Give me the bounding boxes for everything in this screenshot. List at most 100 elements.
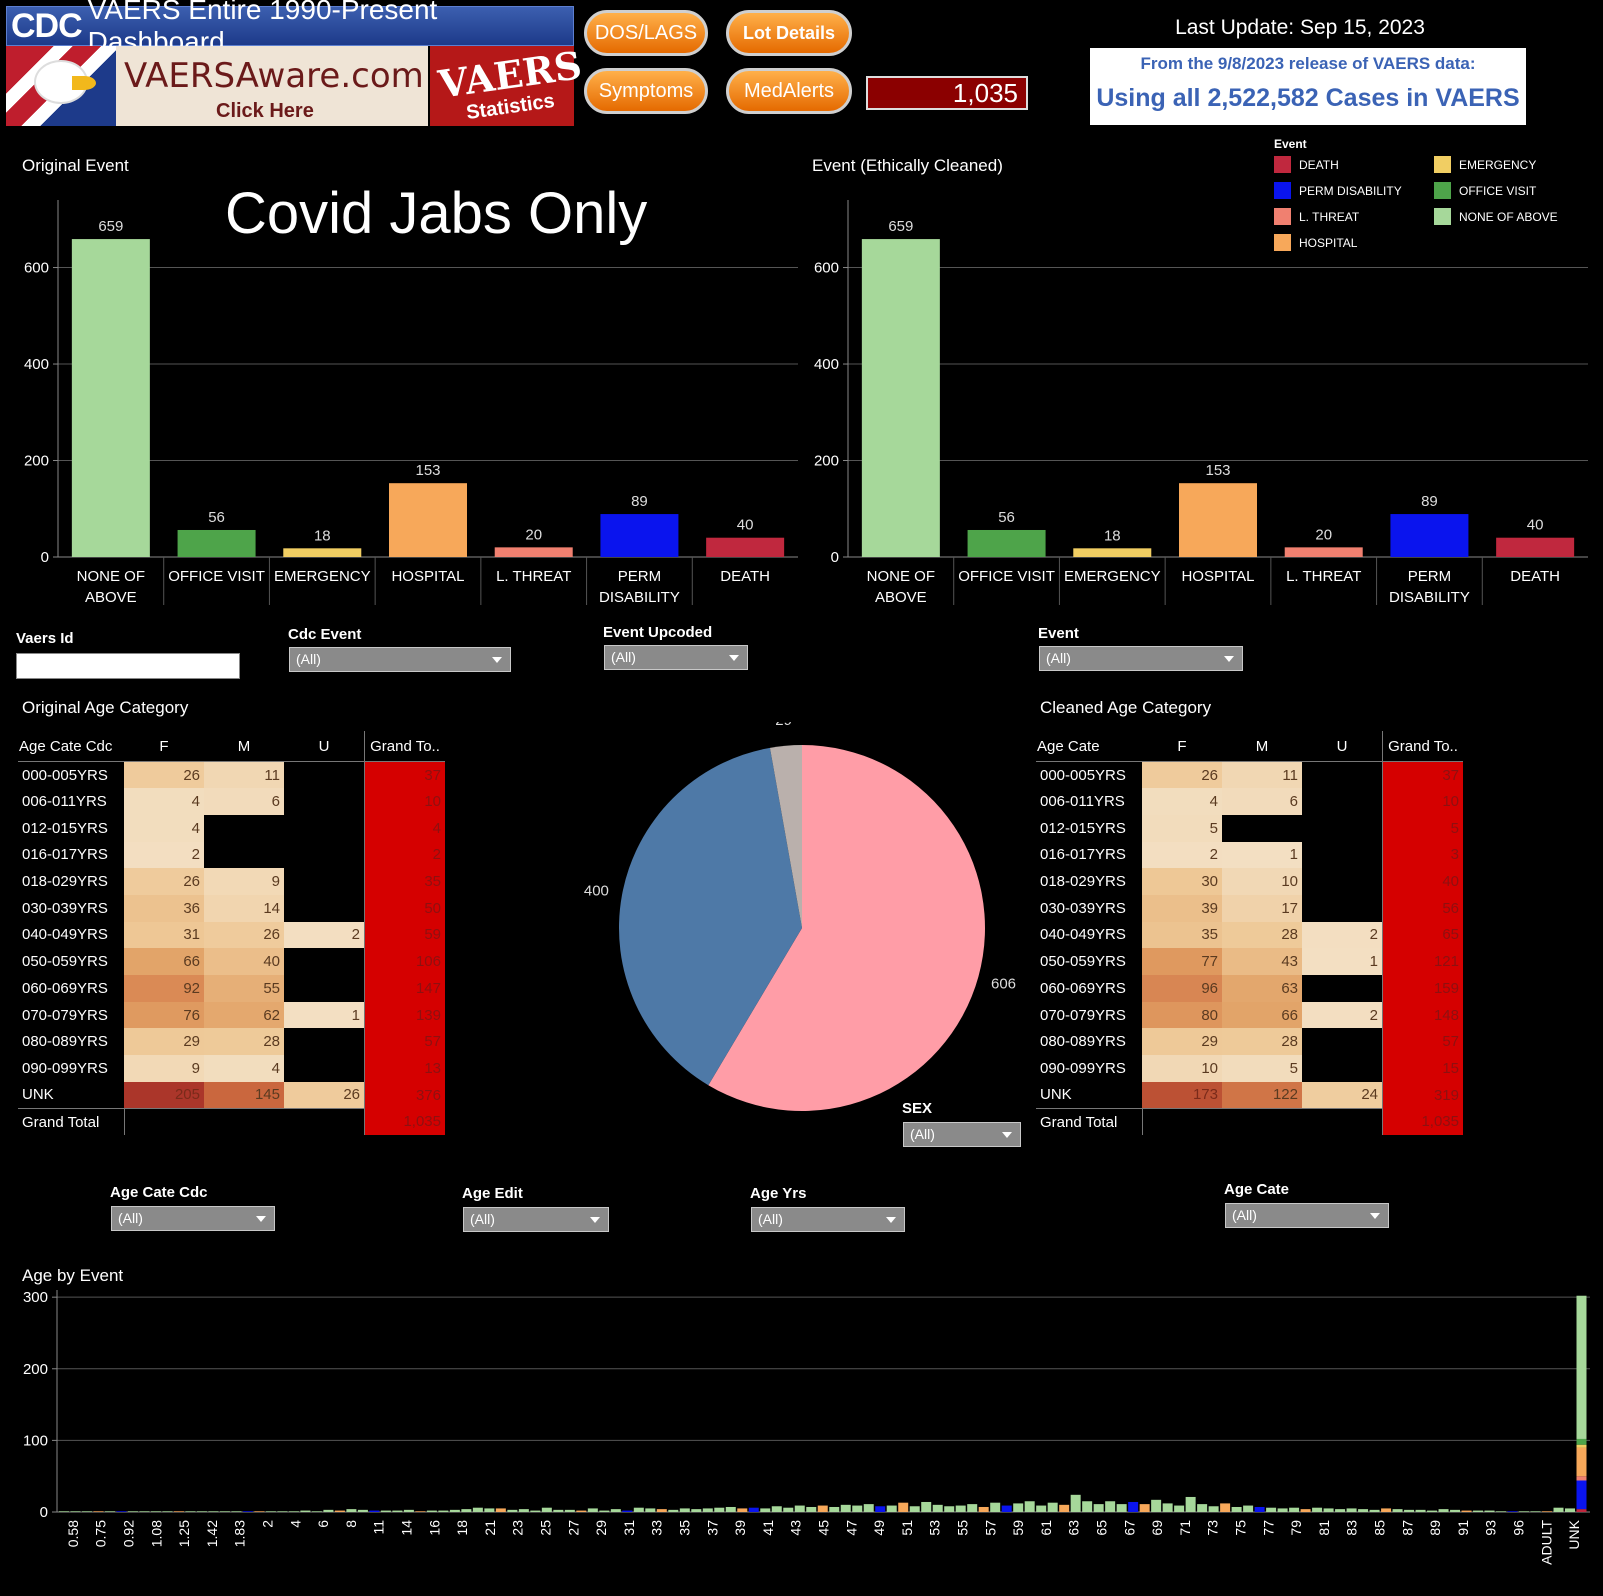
bar-none-of-above[interactable] bbox=[861, 239, 940, 557]
age-bar[interactable] bbox=[1553, 1507, 1564, 1512]
lot-details-button[interactable]: Lot Details bbox=[726, 10, 852, 56]
age-bar[interactable] bbox=[1231, 1506, 1242, 1512]
bar-emergency[interactable] bbox=[1073, 548, 1152, 557]
age-bar[interactable] bbox=[426, 1510, 437, 1512]
age-bar[interactable] bbox=[622, 1510, 633, 1512]
dos-lags-button[interactable]: DOS/LAGS bbox=[584, 10, 708, 56]
age-bar[interactable] bbox=[1266, 1507, 1277, 1512]
age-bar[interactable] bbox=[231, 1511, 242, 1512]
bar-emergency[interactable] bbox=[283, 548, 362, 557]
age-bar[interactable] bbox=[1358, 1509, 1369, 1512]
age-bar[interactable] bbox=[530, 1510, 541, 1512]
age-bar[interactable] bbox=[518, 1509, 529, 1512]
age-bar[interactable] bbox=[1254, 1506, 1265, 1512]
column-header[interactable]: Age Cate bbox=[1036, 731, 1142, 762]
age-bar[interactable] bbox=[1530, 1511, 1541, 1512]
age-bar[interactable] bbox=[81, 1511, 92, 1512]
age-bar[interactable] bbox=[610, 1509, 621, 1512]
age-bar[interactable] bbox=[852, 1505, 863, 1512]
age-bar[interactable] bbox=[955, 1505, 966, 1512]
age-bar[interactable] bbox=[702, 1508, 713, 1512]
age-bar[interactable] bbox=[346, 1509, 357, 1512]
age-bar[interactable] bbox=[1473, 1510, 1484, 1512]
column-header[interactable]: M bbox=[204, 731, 284, 762]
age-bar[interactable] bbox=[403, 1509, 414, 1512]
column-header[interactable]: F bbox=[1142, 731, 1222, 762]
age-bar[interactable] bbox=[277, 1511, 288, 1512]
age-bar[interactable] bbox=[495, 1508, 506, 1512]
age-bar[interactable] bbox=[1312, 1507, 1323, 1512]
click-here-text[interactable]: Click Here bbox=[216, 100, 314, 122]
age-bar[interactable] bbox=[59, 1511, 69, 1512]
age-bar[interactable] bbox=[1565, 1508, 1576, 1512]
age-bar[interactable] bbox=[380, 1510, 391, 1512]
age-bar[interactable] bbox=[932, 1504, 943, 1512]
age-bar[interactable] bbox=[576, 1510, 587, 1512]
age-bar[interactable] bbox=[771, 1506, 782, 1512]
age-bar[interactable] bbox=[564, 1509, 575, 1512]
age-bar[interactable] bbox=[1059, 1504, 1070, 1512]
age-bar[interactable] bbox=[1082, 1501, 1093, 1512]
age-bar[interactable] bbox=[1105, 1501, 1116, 1512]
age-bar-unk-emergency[interactable] bbox=[1576, 1444, 1587, 1448]
age-bar-unk-death[interactable] bbox=[1576, 1509, 1587, 1512]
age-bar[interactable] bbox=[185, 1511, 196, 1512]
age-bar[interactable] bbox=[1208, 1506, 1219, 1512]
age-cate-cdc-dropdown[interactable]: (All) bbox=[111, 1206, 275, 1231]
age-bar[interactable] bbox=[1369, 1509, 1380, 1512]
age-bar[interactable] bbox=[1484, 1510, 1495, 1512]
age-bar[interactable] bbox=[978, 1506, 989, 1512]
bar-hospital[interactable] bbox=[1179, 483, 1257, 557]
age-bar[interactable] bbox=[1427, 1510, 1438, 1512]
legend-item-office-visit[interactable]: OFFICE VISIT bbox=[1434, 182, 1536, 199]
legend-item-l-threat[interactable]: L. THREAT bbox=[1274, 208, 1359, 225]
age-bar[interactable] bbox=[300, 1510, 311, 1512]
age-bar[interactable] bbox=[461, 1509, 472, 1512]
sex-dropdown[interactable]: (All) bbox=[903, 1122, 1021, 1147]
age-bar[interactable] bbox=[1093, 1504, 1104, 1512]
age-bar[interactable] bbox=[783, 1507, 794, 1512]
age-bar[interactable] bbox=[70, 1511, 81, 1512]
column-header[interactable]: Age Cate Cdc bbox=[18, 731, 124, 762]
age-bar[interactable] bbox=[656, 1509, 667, 1512]
age-bar[interactable] bbox=[909, 1506, 920, 1512]
age-bar[interactable] bbox=[1404, 1509, 1415, 1512]
age-bar[interactable] bbox=[691, 1509, 702, 1512]
age-bar[interactable] bbox=[162, 1511, 173, 1512]
symptoms-button[interactable]: Symptoms bbox=[584, 68, 708, 114]
age-bar[interactable] bbox=[484, 1508, 495, 1512]
medalerts-button[interactable]: MedAlerts bbox=[726, 68, 852, 114]
age-bar[interactable] bbox=[1243, 1505, 1254, 1512]
age-bar[interactable] bbox=[1128, 1501, 1139, 1512]
pie-slice-f[interactable] bbox=[708, 745, 985, 1111]
age-cate-dropdown[interactable]: (All) bbox=[1225, 1203, 1389, 1228]
age-bar[interactable] bbox=[817, 1505, 828, 1512]
bar-l-threat[interactable] bbox=[1284, 547, 1363, 557]
age-yrs-dropdown[interactable]: (All) bbox=[751, 1207, 905, 1232]
age-bar[interactable] bbox=[311, 1511, 322, 1512]
age-bar[interactable] bbox=[645, 1508, 656, 1512]
age-bar[interactable] bbox=[1300, 1509, 1311, 1512]
age-bar[interactable] bbox=[150, 1511, 161, 1512]
age-bar[interactable] bbox=[967, 1504, 978, 1512]
age-bar[interactable] bbox=[1496, 1511, 1507, 1512]
event-upcoded-dropdown[interactable]: (All) bbox=[604, 645, 748, 670]
age-bar-unk-l-threat[interactable] bbox=[1576, 1476, 1587, 1481]
age-bar[interactable] bbox=[93, 1511, 104, 1512]
column-header[interactable]: Grand To.. bbox=[364, 731, 445, 762]
age-bar[interactable] bbox=[1450, 1509, 1461, 1512]
bar-office-visit[interactable] bbox=[177, 529, 256, 557]
pie-slice-u[interactable] bbox=[769, 745, 802, 928]
legend-item-hospital[interactable]: HOSPITAL bbox=[1274, 234, 1357, 251]
vaersaware-banner[interactable]: VAERSAware.com Click Here bbox=[6, 46, 428, 126]
age-bar[interactable] bbox=[1197, 1504, 1208, 1512]
column-header[interactable]: U bbox=[1302, 731, 1383, 762]
bar-perm-disability[interactable] bbox=[1390, 514, 1469, 557]
age-bar[interactable] bbox=[1185, 1496, 1196, 1512]
bar-hospital[interactable] bbox=[389, 483, 467, 557]
age-bar[interactable] bbox=[116, 1511, 127, 1512]
age-bar[interactable] bbox=[1335, 1509, 1346, 1512]
age-bar[interactable] bbox=[633, 1507, 644, 1512]
age-bar[interactable] bbox=[254, 1511, 265, 1512]
age-bar[interactable] bbox=[806, 1506, 817, 1512]
